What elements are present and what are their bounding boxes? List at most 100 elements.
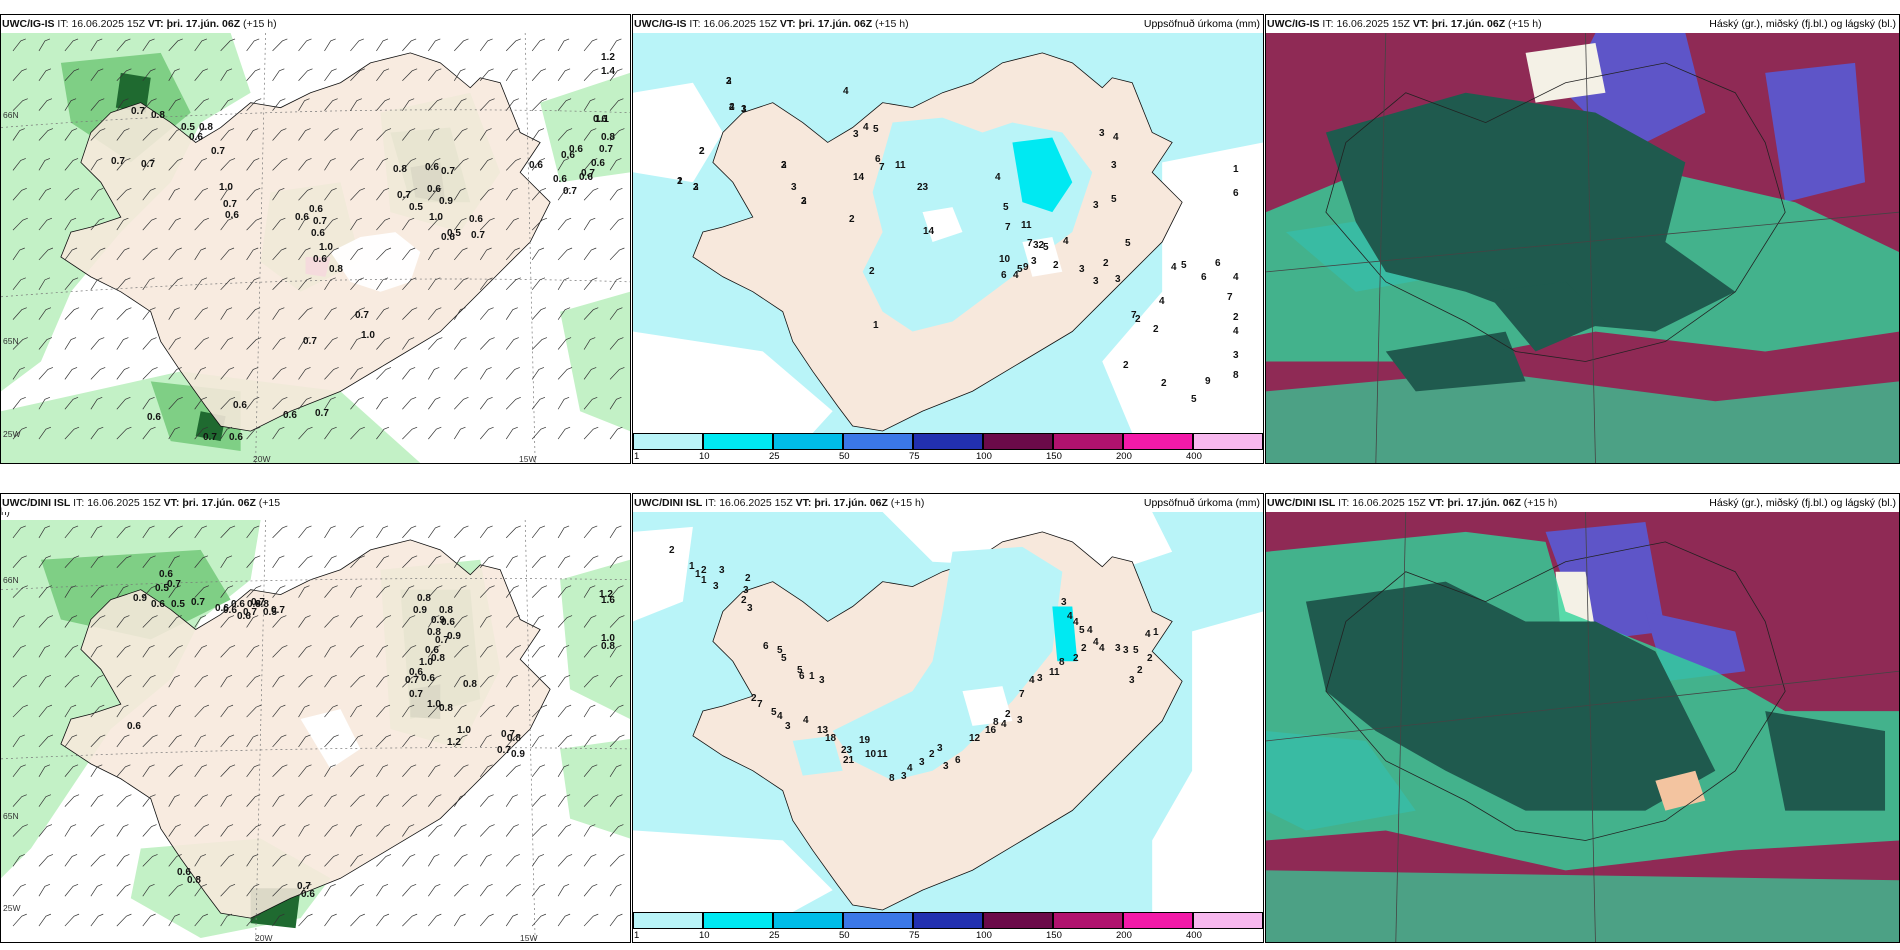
contour-value-label: 0.6 (441, 232, 455, 243)
wind-barb (505, 794, 518, 807)
wind-barb (376, 217, 391, 231)
wind-barb (324, 674, 337, 688)
wind-barb (376, 68, 390, 81)
wind-barb (376, 396, 389, 410)
wind-barb (350, 128, 363, 141)
wind-barb (479, 883, 493, 897)
wind-barb (168, 426, 180, 440)
wind-barb (324, 764, 336, 777)
wind-barb (583, 68, 599, 82)
wind-barb (505, 525, 521, 539)
wind-barb (583, 367, 597, 380)
wind-barb (298, 367, 311, 380)
contour-value-label: 0.6 (409, 667, 423, 678)
colorbar-swatch (913, 912, 983, 929)
wind-barb (350, 883, 364, 897)
contour-value-label: 16 (985, 725, 997, 736)
wind-barb (298, 674, 313, 688)
map-clouds[interactable] (1266, 512, 1899, 942)
wind-barb (609, 794, 623, 807)
wind-barb (557, 396, 570, 410)
wind-barb (220, 704, 234, 718)
wind-barb (64, 337, 77, 350)
colorbar-swatch (1053, 912, 1123, 929)
wind-barb (479, 913, 494, 927)
wind-barb (298, 217, 310, 231)
wind-barb (64, 913, 80, 927)
wind-barb (64, 247, 78, 261)
wind-barb (454, 734, 468, 748)
contour-value-label: 1.2 (447, 737, 461, 748)
wind-barb (557, 704, 572, 718)
wind-barb (531, 217, 548, 231)
contour-value-label: 3 (1093, 276, 1099, 287)
colorbar-label: 25 (769, 930, 780, 941)
wind-barb (479, 645, 493, 658)
wind-barb (402, 247, 416, 261)
wind-barb (116, 615, 130, 628)
wind-barb (194, 187, 209, 201)
wind-barb (505, 277, 521, 291)
wind-barb (454, 525, 469, 539)
wind-barb (324, 128, 339, 141)
wind-barb (505, 337, 519, 350)
wind-barb (557, 674, 571, 688)
wind-barb (428, 217, 443, 231)
map-accum-precip[interactable] (633, 33, 1263, 433)
panel-ig-is-clouds: UWC/IG-IS IT: 16.06.2025 15Z VT: þri. 17… (1265, 14, 1900, 464)
contour-value-label: 2 (1135, 314, 1141, 325)
map-clouds[interactable] (1266, 33, 1899, 463)
wind-barb (402, 585, 415, 598)
wind-barb (142, 277, 155, 291)
wind-barb (583, 704, 596, 718)
wind-barb (376, 158, 389, 171)
wind-barb (350, 854, 363, 867)
contour-value-label: 6 (1233, 188, 1239, 199)
contour-value-label: 0.6 (225, 210, 239, 221)
wind-barb (376, 98, 391, 111)
panel-title: UWC/IG-IS IT: 16.06.2025 15Z VT: þri. 17… (634, 16, 1262, 33)
wind-barb (142, 38, 155, 52)
contour-value-label: 0.6 (469, 214, 483, 225)
wind-barb (298, 426, 313, 440)
map-wind-precip[interactable] (1, 520, 630, 942)
colorbar-label: 10 (699, 930, 710, 941)
wind-barb (38, 585, 53, 598)
contour-value-label: 1 (695, 569, 701, 580)
wind-barb (428, 555, 442, 568)
panel-field-title: Háský (gr.), miðský (fj.bl.) og lágský (… (1709, 495, 1896, 512)
wind-barb (272, 674, 285, 688)
wind-barb (38, 525, 51, 539)
contour-value-label: 0.7 (409, 689, 423, 700)
wind-barb (116, 128, 130, 141)
wind-barb (402, 128, 416, 141)
wind-barb (246, 525, 260, 539)
wind-barb (12, 555, 27, 569)
wind-barb (453, 187, 466, 201)
wind-barb (272, 158, 288, 171)
wind-barb (505, 615, 520, 628)
wind-barb (350, 68, 365, 82)
wind-barb (220, 217, 234, 231)
wind-barb (168, 615, 182, 628)
wind-barb (246, 674, 261, 688)
map-wind-precip[interactable] (1, 33, 630, 463)
wind-barb (142, 734, 158, 748)
contour-value-label: 0.8 (199, 122, 213, 133)
wind-barb (90, 38, 103, 52)
contour-value-label: 0.6 (147, 412, 161, 423)
wind-barb (428, 337, 443, 350)
wind-barb (505, 704, 519, 718)
map-accum-precip[interactable] (633, 512, 1263, 912)
wind-barb (350, 307, 365, 320)
contour-value-label: 1 (1233, 164, 1239, 175)
wind-barb (90, 674, 104, 688)
contour-value-label: 4 (995, 172, 1001, 183)
wind-barb (505, 367, 520, 380)
contour-value-label: 23 (841, 745, 853, 756)
contour-value-label: 0.7 (441, 166, 455, 177)
wind-barb (453, 307, 466, 320)
wind-barb (505, 913, 518, 927)
contour-value-label: 2 (699, 146, 705, 157)
wind-barb (350, 158, 364, 171)
